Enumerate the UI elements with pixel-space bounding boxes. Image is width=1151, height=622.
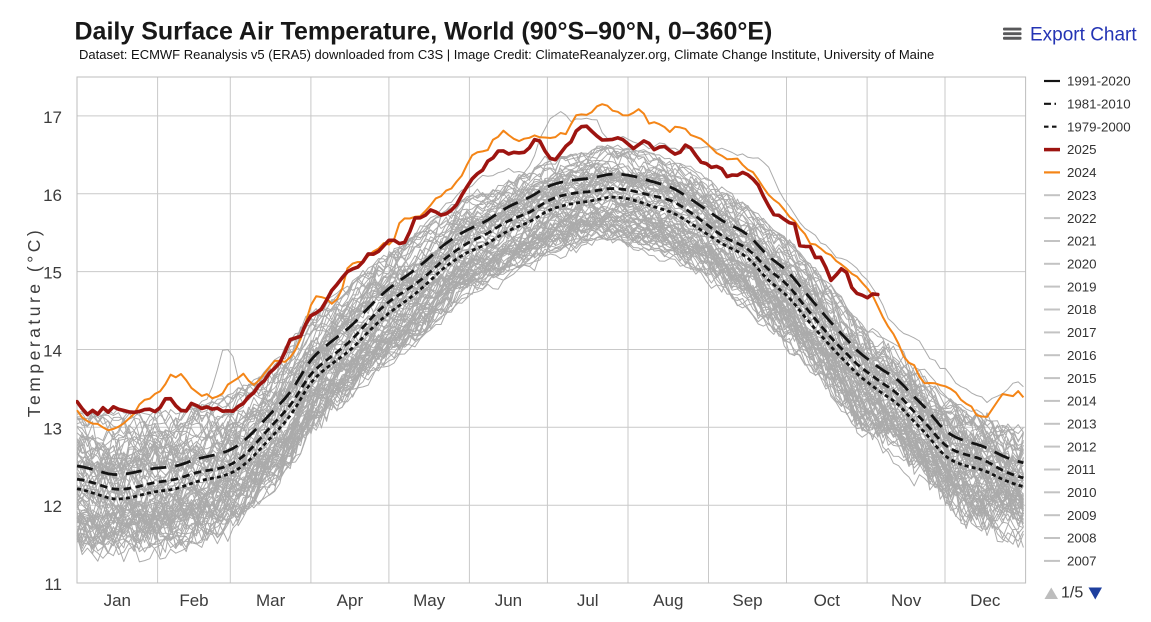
svg-text:Nov: Nov <box>891 591 922 610</box>
svg-text:2007: 2007 <box>1067 554 1097 569</box>
svg-text:2011: 2011 <box>1067 462 1096 477</box>
svg-text:2020: 2020 <box>1067 257 1097 272</box>
svg-text:2018: 2018 <box>1067 302 1097 317</box>
svg-text:2025: 2025 <box>1067 142 1097 157</box>
svg-text:2008: 2008 <box>1067 531 1097 546</box>
svg-text:2009: 2009 <box>1067 508 1097 523</box>
svg-text:Dataset: ECMWF Reanalysis v5 (: Dataset: ECMWF Reanalysis v5 (ERA5) down… <box>79 47 934 62</box>
svg-text:2016: 2016 <box>1067 348 1097 363</box>
svg-text:11: 11 <box>44 575 62 594</box>
svg-text:2015: 2015 <box>1067 371 1097 386</box>
svg-text:Daily Surface Air Temperature,: Daily Surface Air Temperature, World (90… <box>75 18 773 46</box>
svg-text:Apr: Apr <box>337 591 364 610</box>
svg-text:1981-2010: 1981-2010 <box>1067 97 1131 112</box>
svg-text:Oct: Oct <box>814 591 841 610</box>
svg-text:2024: 2024 <box>1067 165 1097 180</box>
svg-text:Jul: Jul <box>577 591 599 610</box>
svg-text:15: 15 <box>43 264 62 283</box>
svg-text:Temperature (°C): Temperature (°C) <box>24 227 44 417</box>
svg-text:2010: 2010 <box>1067 485 1097 500</box>
svg-text:2017: 2017 <box>1067 325 1097 340</box>
svg-text:Jun: Jun <box>495 591 522 610</box>
svg-text:16: 16 <box>43 186 62 205</box>
svg-text:12: 12 <box>43 497 62 516</box>
svg-text:2019: 2019 <box>1067 279 1097 294</box>
svg-text:2021: 2021 <box>1067 234 1097 249</box>
svg-text:13: 13 <box>43 419 62 438</box>
svg-text:Aug: Aug <box>653 591 683 610</box>
svg-text:May: May <box>413 591 446 610</box>
svg-text:Export Chart: Export Chart <box>1030 25 1137 46</box>
svg-text:1991-2020: 1991-2020 <box>1067 74 1131 89</box>
svg-text:1979-2000: 1979-2000 <box>1067 119 1131 134</box>
svg-text:14: 14 <box>43 342 62 361</box>
svg-text:2013: 2013 <box>1067 416 1097 431</box>
svg-text:Dec: Dec <box>970 591 1001 610</box>
svg-text:Feb: Feb <box>179 591 208 610</box>
svg-text:17: 17 <box>43 108 62 127</box>
svg-text:2014: 2014 <box>1067 394 1097 409</box>
svg-text:Sep: Sep <box>732 591 762 610</box>
svg-text:1/5: 1/5 <box>1061 585 1083 602</box>
svg-text:Jan: Jan <box>104 591 131 610</box>
svg-text:2022: 2022 <box>1067 211 1097 226</box>
svg-text:2023: 2023 <box>1067 188 1097 203</box>
svg-text:Mar: Mar <box>256 591 286 610</box>
svg-text:2012: 2012 <box>1067 439 1097 454</box>
